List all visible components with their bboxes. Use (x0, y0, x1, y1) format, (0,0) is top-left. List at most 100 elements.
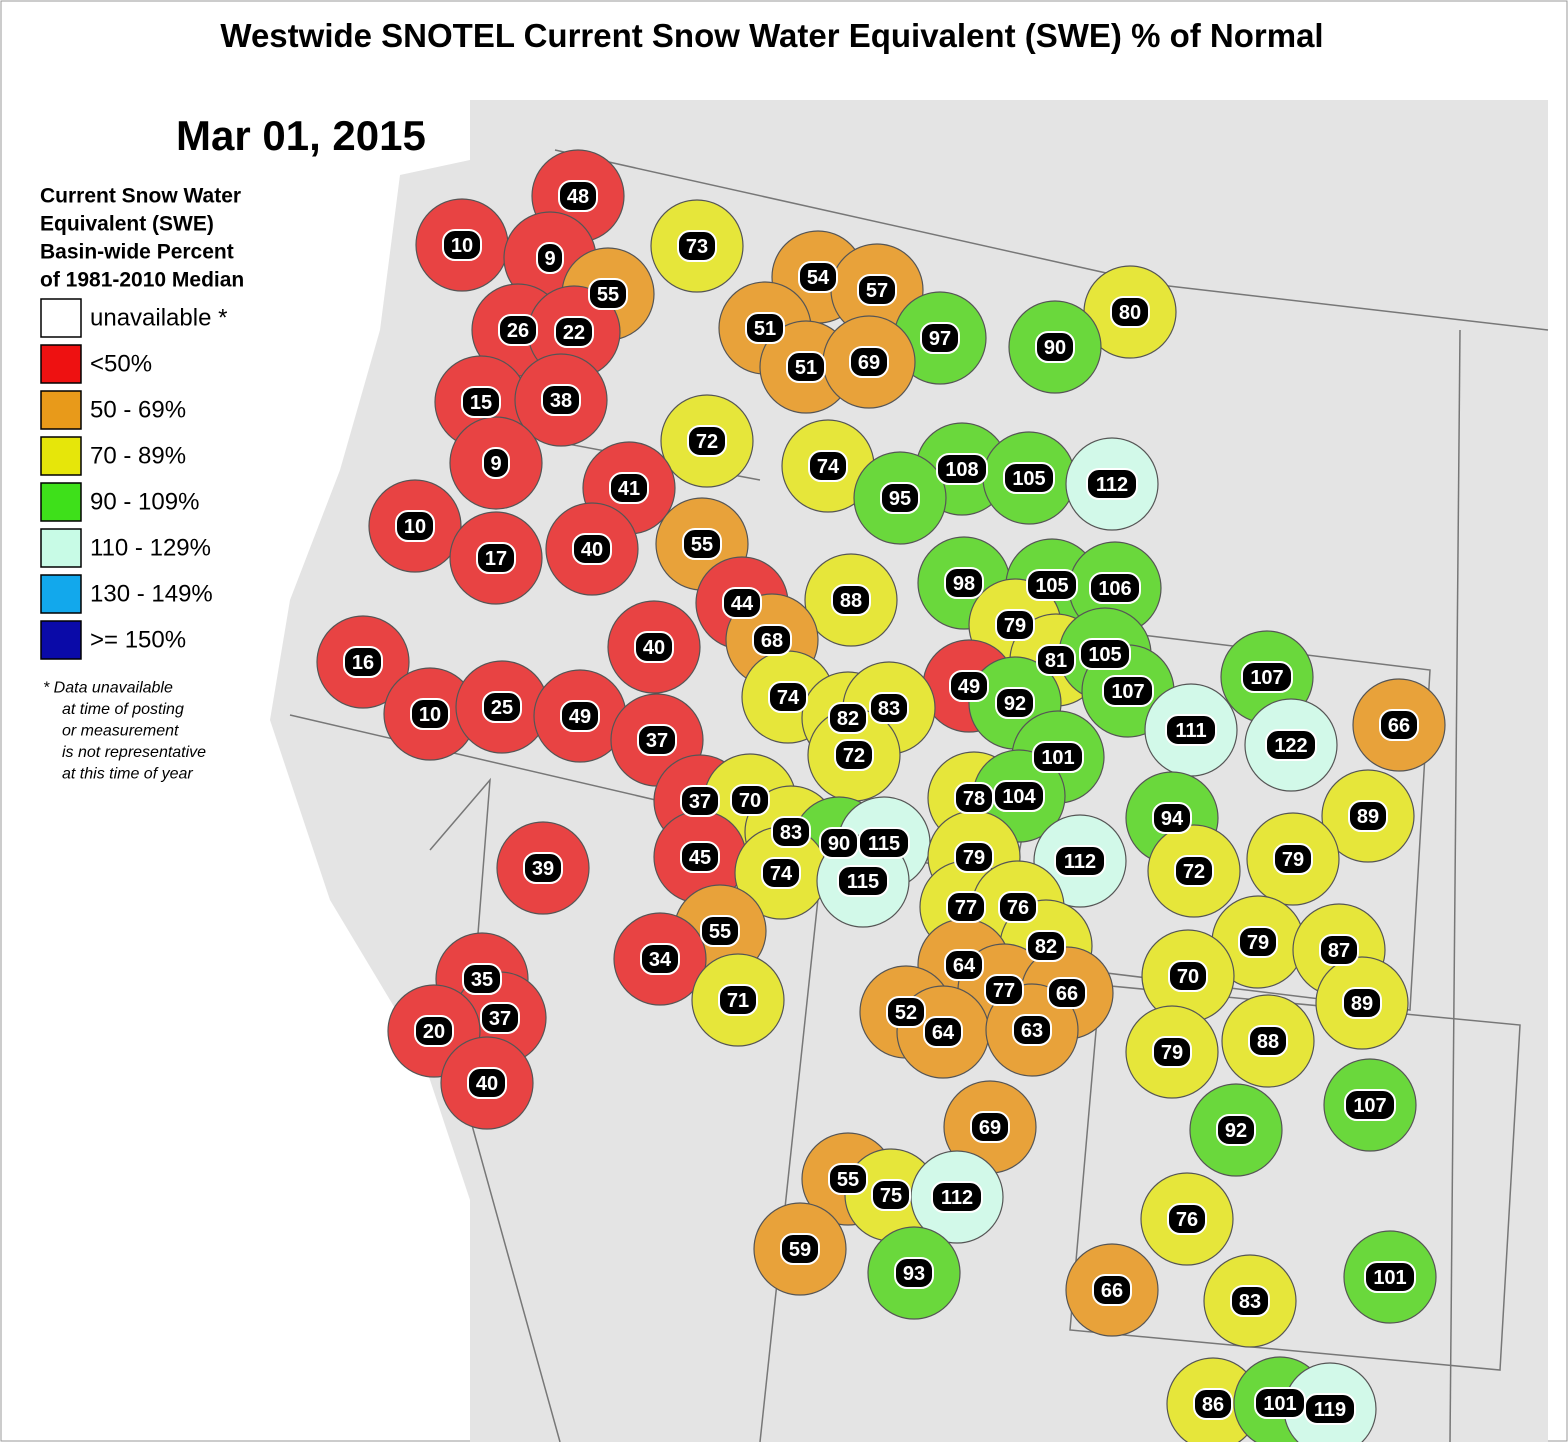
label-badge (1036, 644, 1076, 676)
label-badge (395, 510, 435, 542)
basin-value: 89 (1351, 993, 1373, 1015)
basin-value: 83 (1239, 1291, 1261, 1313)
label-badge (1241, 661, 1293, 693)
basin-value: 37 (689, 791, 711, 813)
basin-value: 35 (471, 969, 493, 991)
label-badge (745, 312, 785, 344)
legend-swatch (40, 298, 82, 338)
basin-value: 88 (1257, 1031, 1279, 1053)
basin-value: 80 (1119, 302, 1141, 324)
label-badge (1193, 1388, 1233, 1420)
basin-value: 15 (470, 392, 492, 414)
label-badge (1344, 1089, 1396, 1121)
basin-value: 17 (485, 548, 507, 570)
basin-value: 74 (817, 456, 840, 478)
basin-value: 115 (868, 833, 900, 855)
label-badge (998, 891, 1038, 923)
basin-value: 83 (780, 822, 802, 844)
basin-value: 70 (1177, 966, 1199, 988)
basin-value: 55 (837, 1169, 859, 1191)
basin-value: 48 (567, 186, 589, 208)
basin-value: 122 (1274, 735, 1307, 757)
basin-value: 112 (1096, 474, 1128, 496)
basin-value: 44 (731, 593, 754, 615)
label-badge (640, 943, 680, 975)
label-badge (343, 646, 383, 678)
label-badge (1089, 572, 1141, 604)
label-badge (1152, 1036, 1192, 1068)
basin-value: 10 (419, 704, 441, 726)
label-badge (536, 242, 564, 274)
legend-swatch (40, 390, 82, 430)
basin-value: 52 (895, 1002, 917, 1024)
label-badge (482, 691, 522, 723)
basin-value: 40 (581, 539, 603, 561)
basin-value: 79 (963, 847, 985, 869)
legend-title: Current Snow Water (40, 185, 241, 208)
label-badge (761, 857, 801, 889)
basin-value: 115 (847, 871, 879, 893)
basin-value: 63 (1021, 1020, 1043, 1042)
label-badge (1304, 1393, 1356, 1425)
label-badge (1167, 1203, 1207, 1235)
label-badge (410, 698, 450, 730)
legend-label: <50% (90, 351, 152, 378)
basin-value: 79 (1004, 615, 1026, 637)
label-badge (936, 453, 988, 485)
basin-value: 79 (1282, 849, 1304, 871)
label-badge (414, 1015, 454, 1047)
basin-value: 38 (550, 390, 572, 412)
basin-value: 74 (770, 863, 793, 885)
basin-value: 77 (955, 897, 977, 919)
label-badge (680, 785, 720, 817)
label-badge (837, 865, 889, 897)
label-badge (944, 567, 984, 599)
basin-value: 75 (880, 1185, 902, 1207)
basin-value: 82 (1035, 936, 1057, 958)
label-badge (946, 891, 986, 923)
label-badge (680, 841, 720, 873)
legend-title: Equivalent (SWE) (40, 213, 214, 236)
label-badge (1238, 926, 1278, 958)
label-badge (687, 425, 727, 457)
legend-label: 110 - 129% (90, 535, 211, 562)
label-badge (869, 692, 909, 724)
label-badge (808, 450, 848, 482)
label-badge (831, 584, 871, 616)
label-badge (1152, 802, 1192, 834)
label-badge (771, 816, 811, 848)
basin-value: 111 (1175, 720, 1206, 742)
basin-value: 69 (858, 352, 880, 374)
basin-value: 107 (1111, 681, 1144, 703)
label-badge (523, 852, 563, 884)
basin-value: 86 (1202, 1394, 1224, 1416)
label-badge (480, 1002, 520, 1034)
label-badge (1092, 1274, 1132, 1306)
basin-value: 37 (489, 1008, 511, 1030)
basin-value: 95 (889, 488, 911, 510)
label-badge (1079, 638, 1131, 670)
legend-title: Basin-wide Percent (40, 241, 234, 264)
legend-footnote: at time of posting (62, 701, 184, 718)
legend-label: unavailable * (90, 305, 227, 332)
label-badge (828, 702, 868, 734)
label-badge (993, 780, 1045, 812)
basin-value: 51 (754, 318, 776, 340)
legend-label: 130 - 149% (90, 581, 213, 608)
basin-value: 22 (563, 322, 585, 344)
label-badge (886, 996, 926, 1028)
label-badge (1319, 934, 1359, 966)
label-badge (482, 447, 510, 479)
label-badge (700, 915, 740, 947)
basin-value: 64 (932, 1022, 955, 1044)
label-badge (1032, 741, 1084, 773)
label-badge (949, 670, 989, 702)
label-badge (1265, 729, 1317, 761)
label-badge (682, 528, 722, 560)
basin-value: 88 (840, 590, 862, 612)
label-badge (931, 1181, 983, 1213)
label-badge (834, 739, 874, 771)
basin-value: 39 (532, 858, 554, 880)
legend-swatch (40, 482, 82, 522)
